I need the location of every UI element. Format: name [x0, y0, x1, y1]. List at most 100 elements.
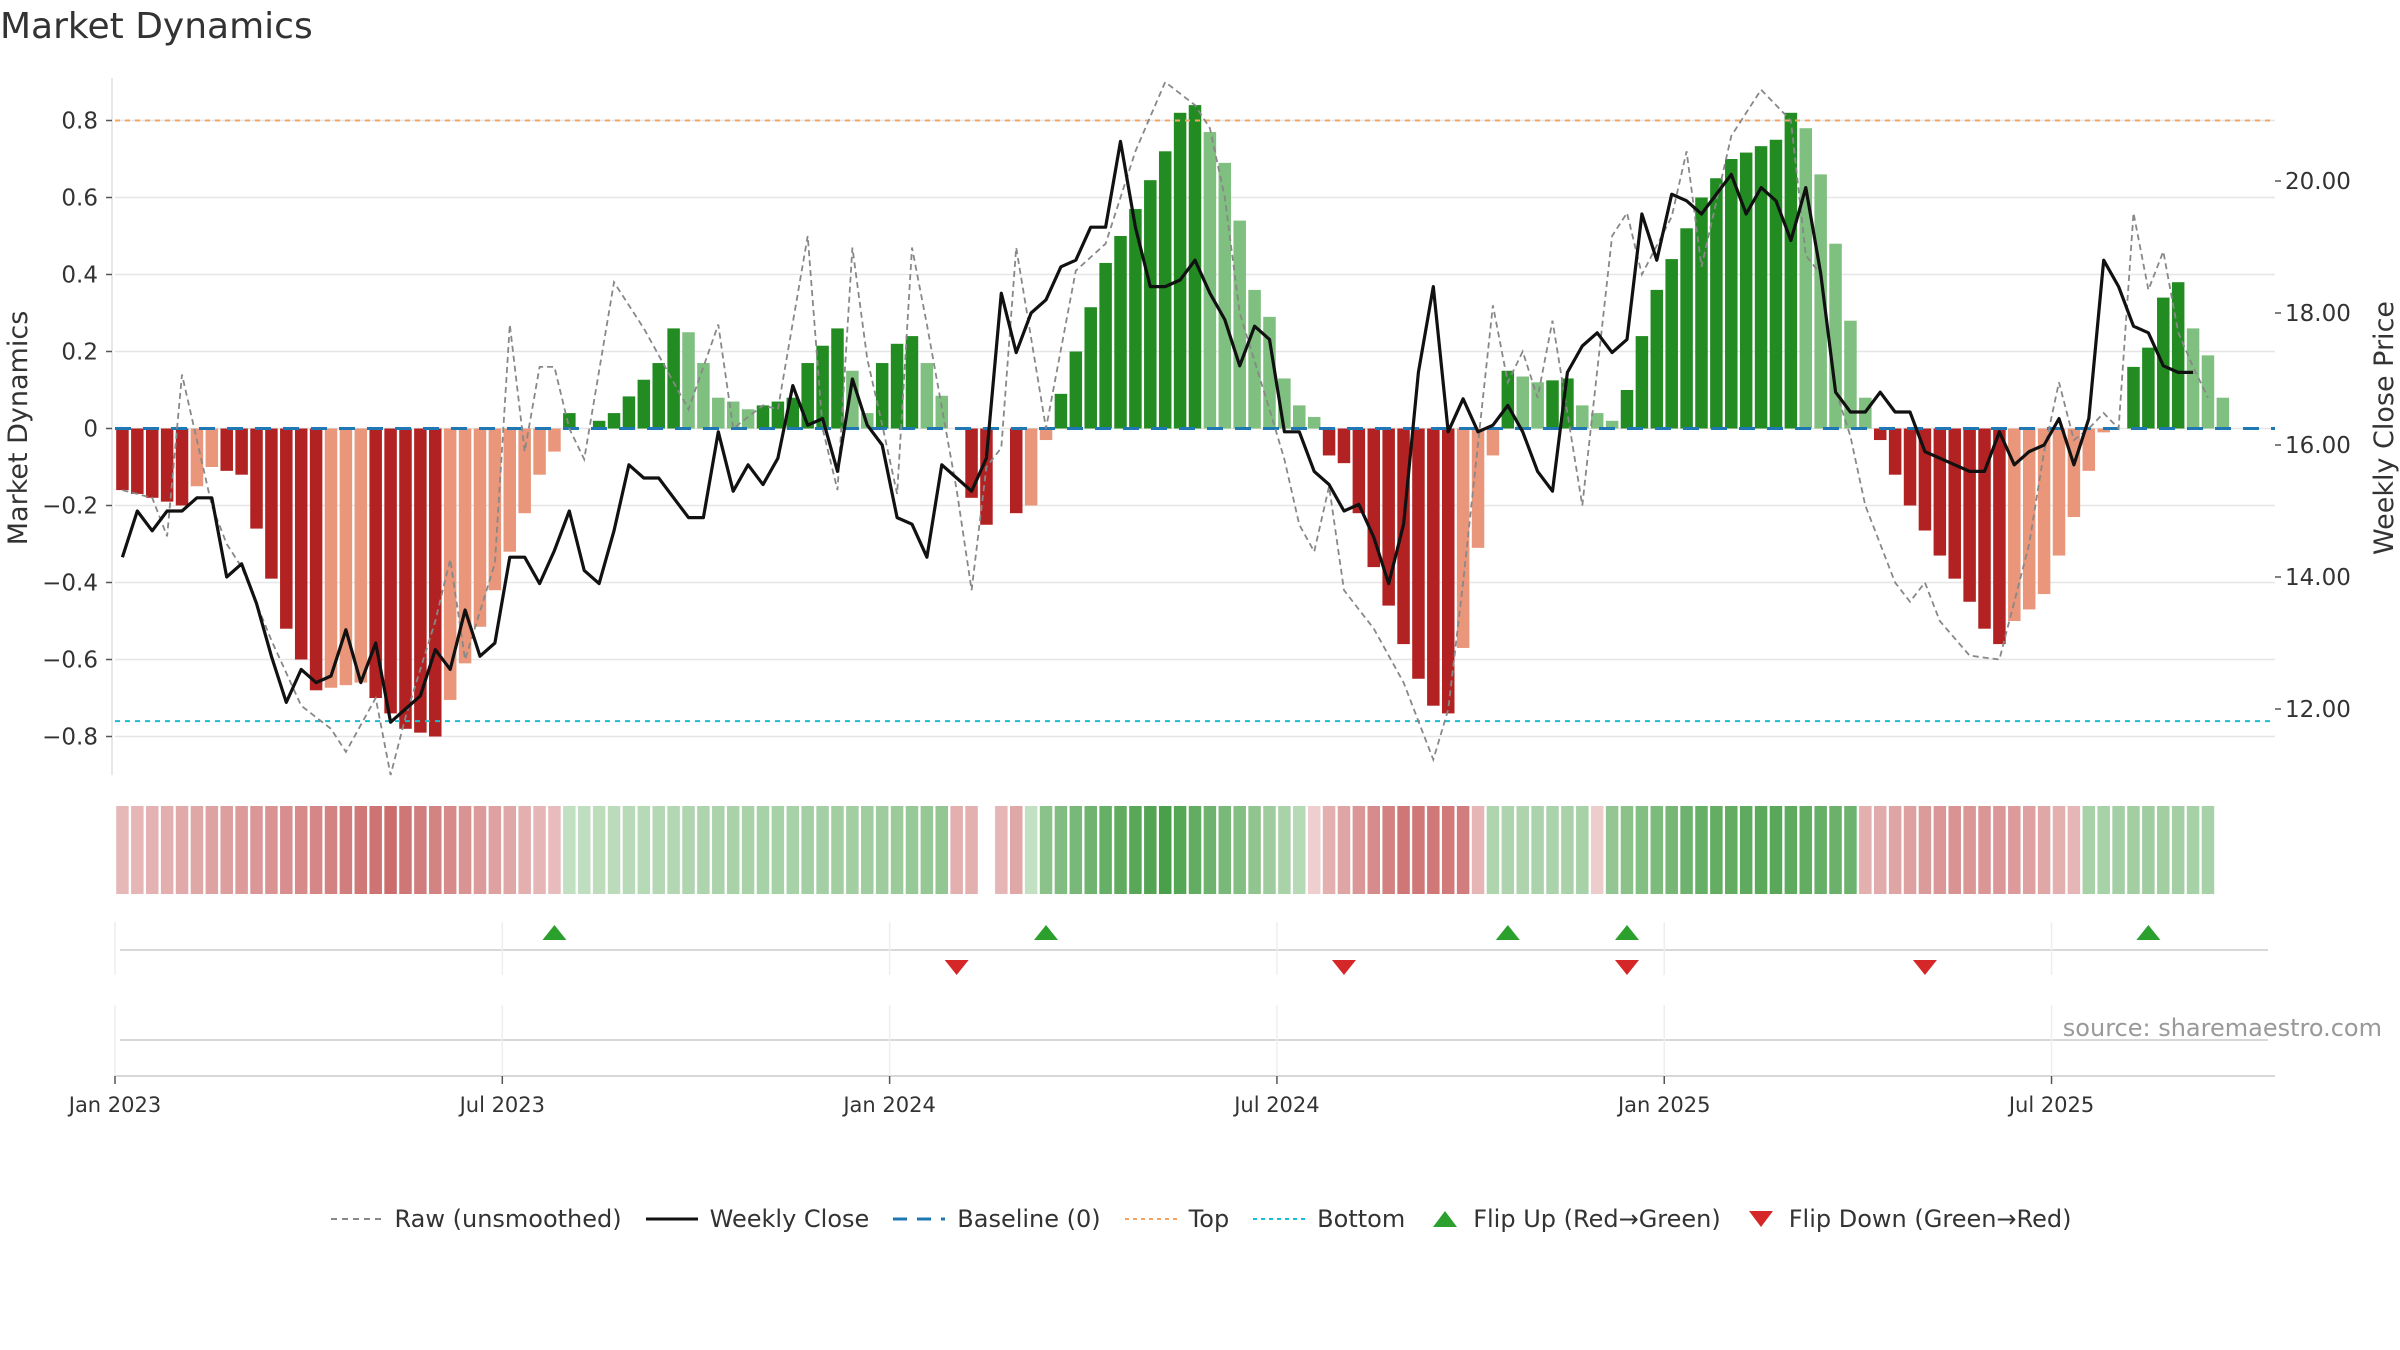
- dynamics-bar-negative: [131, 428, 144, 494]
- regime-cell-green: [1605, 806, 1619, 894]
- left-axis-tick-label: 0.6: [61, 186, 98, 212]
- regime-cell-green: [1769, 806, 1783, 894]
- x-axis-tick-label: Jan 2023: [67, 1093, 162, 1117]
- regime-cell-green: [935, 806, 949, 894]
- dynamics-bar-positive: [1650, 289, 1664, 429]
- regime-cell-green: [1814, 806, 1827, 894]
- dynamics-bars: [116, 105, 2230, 737]
- dynamics-bar-positive: [1054, 393, 1068, 429]
- regime-cell-green: [1486, 806, 1500, 894]
- regime-cell-green: [652, 806, 665, 894]
- x-axis-tick-label: Jan 2024: [841, 1093, 936, 1117]
- dynamics-bar-positive: [920, 363, 934, 429]
- regime-cell-red: [175, 806, 189, 894]
- right-axis-tick-label: 16.00: [2285, 433, 2351, 459]
- regime-cell-green: [697, 806, 710, 894]
- regime-cell-red: [369, 806, 382, 894]
- dynamics-bar-negative: [2008, 428, 2021, 621]
- regime-cell-green: [816, 806, 829, 894]
- regime-cell-red: [1933, 806, 1947, 894]
- dynamics-bar-negative: [190, 428, 204, 487]
- dynamics-bar-positive: [935, 395, 949, 429]
- dynamics-bar-positive: [1307, 416, 1321, 429]
- dynamics-bar-positive: [637, 379, 651, 429]
- regime-cell-green: [1501, 806, 1515, 894]
- regime-cell-red: [1427, 806, 1440, 894]
- legend-item-raw: Raw (unsmoothed): [329, 1205, 622, 1233]
- regime-cell-green: [1844, 806, 1857, 894]
- dynamics-bar-negative: [1456, 428, 1470, 648]
- regime-cell-red: [160, 806, 174, 894]
- dynamics-bar-negative: [2097, 428, 2110, 433]
- dynamics-bar-negative: [1009, 428, 1023, 514]
- regime-cell-green: [1799, 806, 1813, 894]
- dynamics-bar-positive: [1293, 405, 1306, 429]
- regime-cell-red: [1978, 806, 1991, 894]
- regime-cell-red: [1367, 806, 1381, 894]
- dynamics-bar-negative: [980, 428, 993, 525]
- regime-cell-green: [726, 806, 740, 894]
- dynamics-bar-positive: [890, 343, 904, 429]
- legend-item-bottom: Bottom: [1251, 1205, 1405, 1233]
- regime-cell-red: [190, 806, 204, 894]
- regime-cell-green: [1203, 806, 1217, 894]
- dynamics-bar-positive: [1129, 209, 1142, 429]
- regime-cell-green: [905, 806, 919, 894]
- legend-label-flip-up: Flip Up (Red→Green): [1473, 1205, 1721, 1233]
- regime-cell-green: [756, 806, 770, 894]
- dynamics-bar-negative: [2037, 428, 2051, 595]
- regime-cell-red: [1918, 806, 1932, 894]
- regime-cell-red: [399, 806, 412, 894]
- regime-cell-green: [1739, 806, 1753, 894]
- dynamics-bar-negative: [1471, 428, 1485, 548]
- right-axis-tick-label: 14.00: [2285, 565, 2351, 591]
- regime-cell-green: [1293, 806, 1306, 894]
- regime-cell-red: [1009, 806, 1023, 894]
- legend-label-top: Top: [1188, 1205, 1230, 1233]
- regime-cell-red: [2067, 806, 2081, 894]
- regime-cell-green: [831, 806, 844, 894]
- dotted-orange-line-icon: [1124, 1218, 1177, 1220]
- dynamics-bar-negative: [473, 428, 487, 627]
- regime-cell-red: [309, 806, 323, 894]
- red-triangle-down-icon: [1748, 1211, 1773, 1227]
- dynamics-bar-negative: [220, 428, 233, 471]
- dynamics-bar-positive: [1084, 307, 1097, 429]
- regime-cell-red: [250, 806, 263, 894]
- regime-cell-red: [995, 806, 1008, 894]
- dynamics-bar-negative: [458, 428, 472, 664]
- regime-cell-red: [1903, 806, 1917, 894]
- left-axis-tick-label: 0.4: [61, 263, 98, 289]
- regime-cell-green: [786, 806, 800, 894]
- regime-cell-red: [1471, 806, 1485, 894]
- regime-cell-green: [1084, 806, 1097, 894]
- regime-cell-red: [1412, 806, 1425, 894]
- regime-cell-red: [145, 806, 159, 894]
- dynamics-bar-positive: [1531, 382, 1544, 429]
- dynamics-bar-negative: [1486, 428, 1500, 456]
- right-axis-tick-label: 12.00: [2285, 697, 2351, 723]
- dynamics-bar-positive: [563, 413, 576, 429]
- dynamics-bar-positive: [1114, 236, 1127, 429]
- dynamics-bar-positive: [1516, 376, 1529, 429]
- regime-cell-red: [1888, 806, 1902, 894]
- regime-cell-red: [1307, 806, 1321, 894]
- dynamics-bar-negative: [548, 428, 561, 452]
- regime-cell-green: [2097, 806, 2110, 894]
- axes: 0.8 0.6 0.4 0.2 0 −0.2 −0.4 −0.6 −0.8 20.00 18.00 1…: [3, 109, 2400, 751]
- regime-cell-green: [1024, 806, 1038, 894]
- regime-cell-red: [488, 806, 502, 894]
- dynamics-bar-negative: [399, 428, 412, 729]
- regime-cell-green: [667, 806, 680, 894]
- dynamics-bar-negative: [250, 428, 263, 529]
- regime-cell-red: [280, 806, 293, 894]
- regime-cell-green: [2171, 806, 2185, 894]
- regime-cell-red: [1963, 806, 1976, 894]
- regime-cell-green: [1054, 806, 1068, 894]
- legend-item-baseline: Baseline (0): [891, 1205, 1101, 1233]
- right-axis-title: Weekly Close Price: [2369, 301, 2400, 555]
- flip-panel: Jan 2023 Jul 2023 Jan 2024 Jul 2024 Jan 2025…: [67, 922, 2275, 1117]
- regime-cell-green: [1248, 806, 1261, 894]
- series-lines: [115, 80, 2275, 776]
